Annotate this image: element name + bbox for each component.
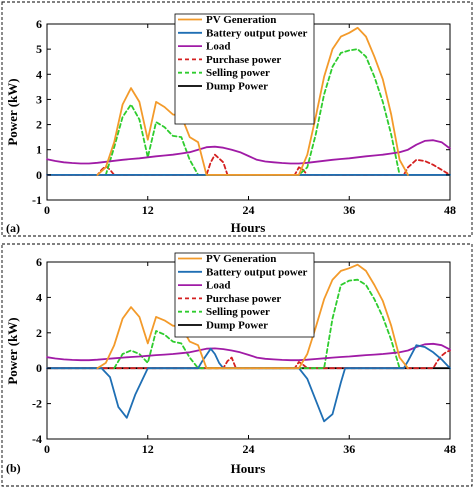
panel-b-legend-label-purchase-power: Purchase power [206,293,281,305]
panel-b-series-pv-generation [96,263,409,370]
panel-a-xtick-label: 36 [343,203,355,217]
panel-b-legend-label-selling-power: Selling power [206,306,270,318]
panel-a-xtick-label: 48 [444,203,456,217]
panel-b-label: (b) [6,461,21,475]
panel-b-legend-label-battery-output-power: Battery output power [206,266,308,278]
panel-a-legend-label-dump-power: Dump Power [206,81,268,93]
panel-b-ytick-label: 0 [36,361,42,375]
panel-b-ytick-label: -2 [32,397,42,411]
panel-a-xtick-label: 24 [243,203,255,217]
panel-b-xlabel: Hours [231,461,266,476]
panel-b-legend-label-dump-power: Dump Power [206,320,268,332]
panel-b-frame [1,243,473,487]
panel-a-ytick-label: 0 [36,168,42,182]
panel-b-ytick-label: 6 [36,255,42,269]
panel-a-ytick-label: 3 [36,92,42,106]
panel-a-legend-label-load: Load [206,41,230,53]
panel-a-legend-label-pv-generation: PV Generation [206,14,276,26]
panel-a-ytick-label: 5 [36,42,42,56]
panel-a-xtick-label: 12 [142,203,154,217]
panel-a-ytick-label: -1 [32,193,42,207]
panel-b-ytick-label: -4 [32,432,42,446]
panel-b-xtick-label: 12 [142,442,154,456]
panel-b-series-battery-output-power [46,344,451,423]
panel-b-legend-box [174,252,315,338]
panel-b-xtick-label: 36 [343,442,355,456]
panel-a-xtick-label: 0 [44,203,50,217]
panel-a-ytick-label: 2 [36,118,42,132]
panel-a-series-load [46,139,451,165]
panel-b-legend-label-pv-generation: PV Generation [206,253,276,265]
panel-a-ytick-label: 4 [36,67,42,81]
panel-b-ylabel: Power (kW) [5,317,20,384]
panel-b-ytick-label: 2 [36,326,42,340]
panel-a-series-pv-generation [96,26,409,176]
panel-b-series-load [46,342,451,362]
panel-a-legend-label-battery-output-power: Battery output power [206,27,308,39]
panel-b-xtick-label: 48 [444,442,456,456]
panel-a-label: (a) [6,221,20,235]
panel-b-ytick-label: 4 [36,290,42,304]
panel-a-legend-label-purchase-power: Purchase power [206,54,281,66]
panel-a-xlabel: Hours [231,220,266,235]
panel-a-frame [1,1,473,237]
panel-a-legend-label-selling-power: Selling power [206,67,270,79]
panel-b-xtick-label: 24 [243,442,255,456]
panel-a-ytick-label: 1 [36,143,42,157]
panel-a-ytick-label: 6 [36,17,42,31]
panel-b-xtick-label: 0 [44,442,50,456]
panel-a-lines [46,26,451,176]
panel-a-ylabel: Power (kW) [5,78,20,145]
panel-b-lines [46,263,451,423]
panel-b-legend-label-load: Load [206,280,230,292]
